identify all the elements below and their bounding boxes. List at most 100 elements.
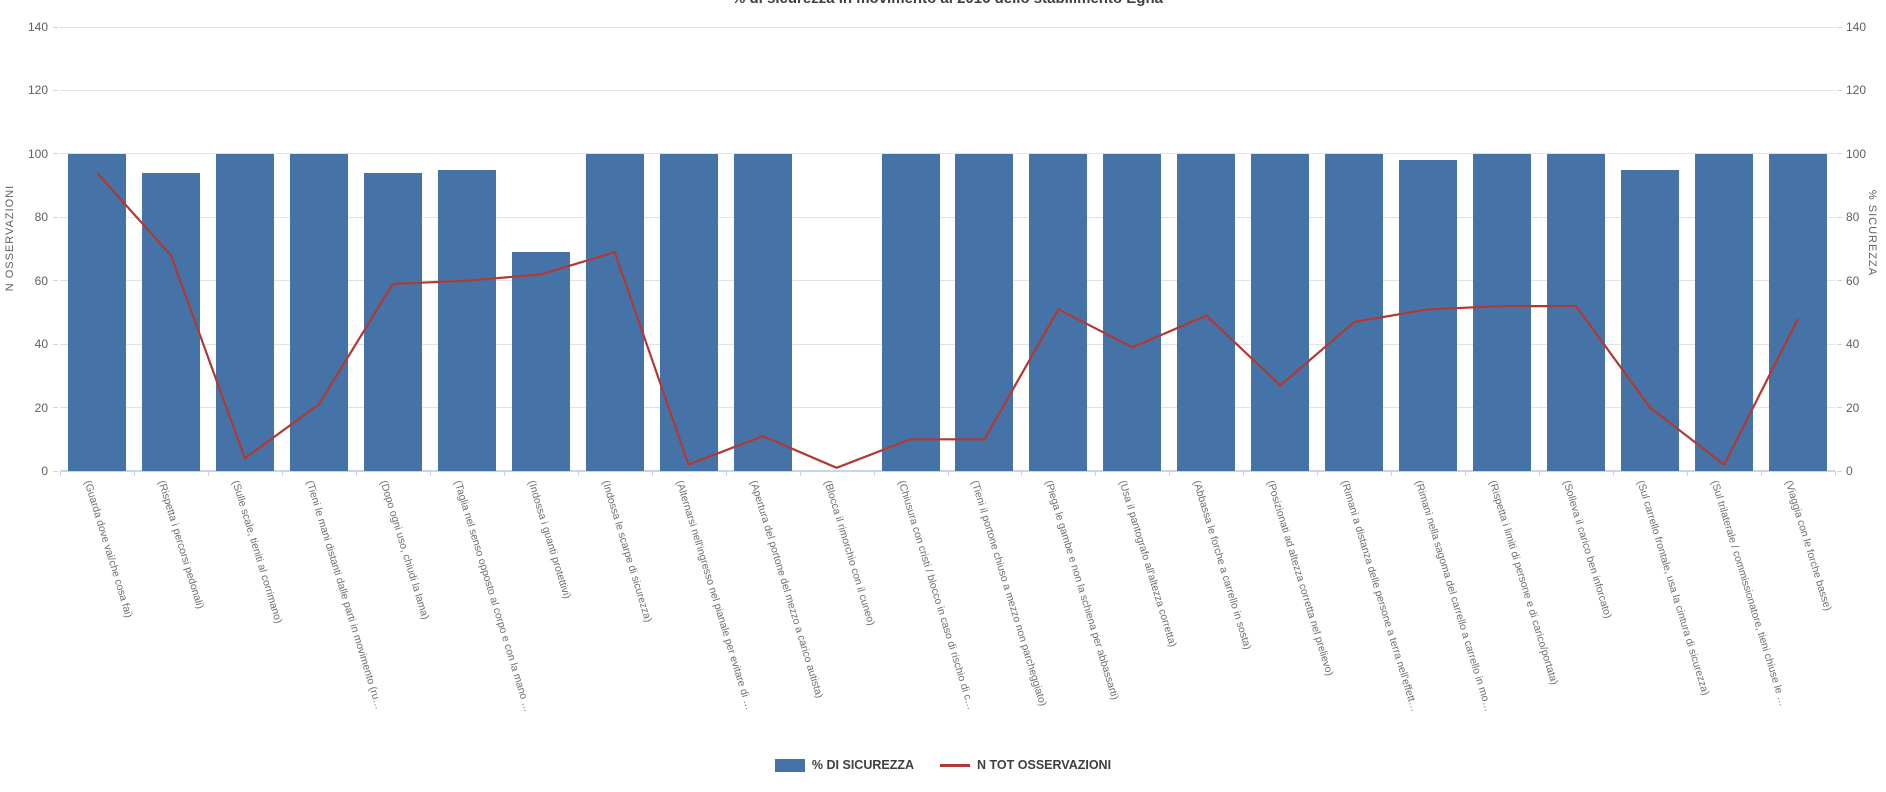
x-tick-14: [1095, 471, 1097, 476]
gridline-80: [60, 216, 1835, 218]
bar-24[interactable]: [1769, 153, 1828, 471]
bar-15[interactable]: [1103, 153, 1162, 471]
y-dash-right-140: [1837, 26, 1842, 28]
x-axis-label-19: (Rimani nella sagoma del carrello a carr…: [1412, 479, 1495, 713]
y-dash-right-100: [1837, 153, 1842, 155]
x-tick-12: [947, 471, 949, 476]
bar-3[interactable]: [215, 153, 274, 471]
y-tick-left-140: 140: [27, 20, 48, 34]
x-tick-11: [873, 471, 875, 476]
x-tick-2: [207, 471, 209, 476]
y-dash-left-0: [53, 470, 58, 472]
bar-18[interactable]: [1325, 153, 1384, 471]
x-axis-label-4: (Tieni le mani distanti dalle parti in m…: [303, 479, 385, 711]
x-axis-label-2: (Rispetta i percorsi pedonali): [155, 479, 207, 611]
x-axis-label-18: (Rimani a distanza delle persone a terra…: [1338, 479, 1421, 714]
y-tick-left-0: 0: [41, 464, 48, 478]
y-dash-left-100: [53, 153, 58, 155]
x-tick-10: [799, 471, 801, 476]
y-tick-left-100: 100: [27, 146, 48, 161]
x-axis-label-11: (Blocca il rimorchio con il cuneo): [821, 479, 877, 628]
y-tick-right-140: 140: [1846, 20, 1867, 34]
bar-10[interactable]: [733, 153, 792, 471]
x-tick-13: [1021, 471, 1023, 476]
y-dash-left-140: [53, 26, 58, 28]
x-tick-18: [1391, 471, 1393, 476]
bar-22[interactable]: [1621, 169, 1680, 471]
x-tick-3: [281, 471, 283, 476]
gridline-60: [60, 280, 1835, 282]
line-series[interactable]: [96, 172, 1799, 469]
bar-13[interactable]: [955, 153, 1014, 471]
x-tick-15: [1169, 471, 1171, 476]
y-tick-right-120: 120: [1846, 83, 1867, 98]
legend-item-line[interactable]: N TOT OSSERVAZIONI: [940, 758, 1111, 772]
gridline-120: [60, 89, 1835, 91]
bar-14[interactable]: [1029, 153, 1088, 471]
bar-21[interactable]: [1547, 153, 1606, 471]
y-tick-right-20: 20: [1846, 400, 1860, 415]
y-dash-right-40: [1837, 343, 1842, 345]
x-tick-5: [429, 471, 431, 476]
x-tick-23: [1761, 471, 1763, 476]
bar-5[interactable]: [363, 172, 422, 471]
x-tick-22: [1687, 471, 1689, 476]
x-axis-label-8: (Indossa le scarpe di sicurezza): [599, 479, 654, 624]
gridline-100: [60, 153, 1835, 155]
x-axis-label-23: (Sul trilaterale / commissionatore, tien…: [1708, 479, 1789, 708]
x-axis-label-17: (Posizionati ad altezza corretta nel pre…: [1264, 479, 1336, 678]
x-tick-8: [651, 471, 653, 476]
x-axis-label-13: (Tieni il portone chiuso a mezzo non par…: [968, 479, 1050, 708]
x-axis-label-1: (Guarda dove vai/che cosa fai): [81, 479, 135, 620]
bar-16[interactable]: [1177, 153, 1236, 471]
y-tick-left-20: 20: [34, 400, 48, 415]
y-dash-left-120: [53, 89, 58, 91]
chart-title: % di sicurezza in movimento al 2016 dell…: [60, 0, 1835, 7]
bar-2[interactable]: [141, 172, 200, 471]
x-tick-17: [1317, 471, 1319, 476]
x-axis-label-22: (Sul carrello frontale, usa la cintura d…: [1634, 479, 1712, 697]
bar-6[interactable]: [437, 169, 496, 471]
x-axis-label-7: (Indossa i guanti protettivi): [525, 479, 573, 601]
bar-8[interactable]: [585, 153, 644, 471]
y-tick-left-80: 80: [34, 210, 48, 225]
x-tick-16: [1243, 471, 1245, 476]
x-axis-label-16: (Abbassa le forche a carrello in sosta): [1190, 479, 1254, 652]
x-axis-label-14: (Piega le gambe e non la schiena per abb…: [1042, 479, 1122, 702]
bar-7[interactable]: [511, 252, 570, 471]
legend-label: % DI SICUREZZA: [811, 758, 915, 772]
x-axis-label-15: (Usa il pantografo all'altezza corretta): [1116, 479, 1180, 649]
y-axis-left-title: N OSSERVAZIONI: [4, 184, 16, 292]
y-tick-left-40: 40: [34, 337, 48, 352]
legend-swatch-line: [940, 763, 971, 767]
bar-23[interactable]: [1695, 153, 1754, 471]
x-axis-label-10: (Apertura del portone del mezzo a carico…: [747, 479, 825, 700]
x-axis-label-12: (Chiusura con cristi / blocco in caso di…: [895, 479, 977, 712]
y-dash-left-40: [53, 343, 58, 345]
y-tick-left-60: 60: [34, 273, 48, 288]
gridline-40: [60, 343, 1835, 345]
x-axis-label-24: (Viaggia con le forche basse): [1782, 479, 1834, 613]
bar-12[interactable]: [881, 153, 940, 471]
x-tick-0: [60, 471, 61, 476]
x-tick-4: [355, 471, 357, 476]
bar-17[interactable]: [1251, 153, 1310, 471]
x-tick-6: [503, 471, 505, 476]
bar-19[interactable]: [1399, 160, 1458, 471]
legend-item-bars[interactable]: % DI SICUREZZA: [774, 758, 915, 772]
y-tick-right-40: 40: [1846, 337, 1860, 352]
legend-label: N TOT OSSERVAZIONI: [977, 758, 1112, 772]
y-dash-right-120: [1837, 89, 1842, 91]
x-tick-9: [725, 471, 727, 476]
bar-1[interactable]: [67, 153, 126, 471]
y-axis-right-title: % SICUREZZA: [1866, 189, 1878, 277]
y-dash-left-60: [53, 280, 58, 282]
bar-20[interactable]: [1473, 153, 1532, 471]
bar-9[interactable]: [659, 153, 718, 471]
y-dash-left-80: [53, 216, 58, 218]
y-dash-right-20: [1837, 407, 1842, 409]
x-tick-24: [1835, 471, 1836, 476]
y-dash-right-0: [1837, 470, 1842, 472]
x-axis-label-5: (Dopo ogni uso, chiudi la lama): [377, 479, 432, 621]
